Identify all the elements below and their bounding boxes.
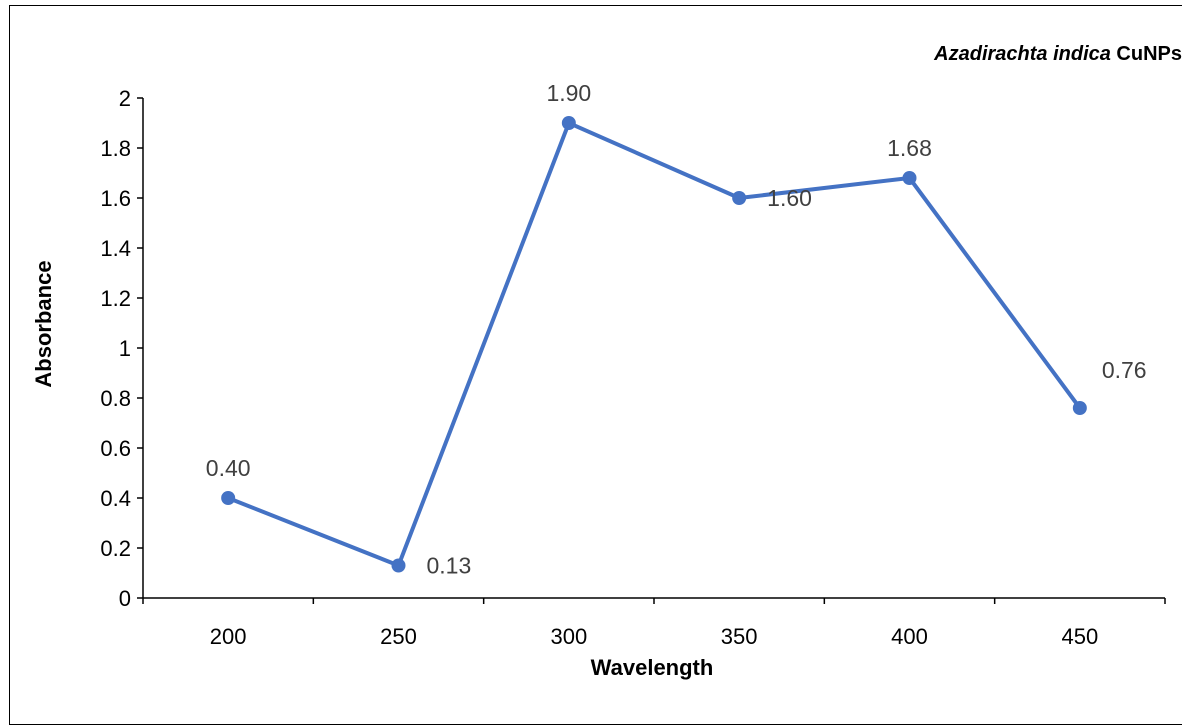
data-label: 1.68 <box>887 135 932 161</box>
y-tick-label: 0.6 <box>100 436 131 461</box>
chart-title: Azadirachta indica CuNPs <box>933 43 1182 65</box>
y-tick-label: 1 <box>119 336 131 361</box>
data-label: 1.90 <box>546 80 591 106</box>
y-tick-label: 0 <box>119 586 131 611</box>
data-point <box>561 116 576 130</box>
x-axis-title: Wavelength <box>591 655 714 680</box>
chart-title-plain: CuNPs <box>1111 43 1182 65</box>
x-tick-label: 350 <box>721 624 758 649</box>
y-tick-label: 1.8 <box>100 136 131 161</box>
series-line <box>227 121 1082 568</box>
data-label: 0.13 <box>427 553 472 579</box>
y-tick-label: 2 <box>119 86 131 111</box>
x-tick-label: 300 <box>550 624 587 649</box>
y-tick-label: 0.4 <box>100 486 131 511</box>
x-ticks: 200 250 300 350 400 450 <box>142 598 1166 649</box>
y-ticks: 0 0.2 0.4 0.6 0.8 1 1.2 1.4 1.6 1.8 2 <box>100 86 143 611</box>
data-point <box>1072 401 1087 415</box>
data-label: 1.60 <box>767 185 812 211</box>
data-point <box>221 491 236 505</box>
data-label: 0.40 <box>206 455 251 481</box>
y-tick-label: 1.4 <box>100 236 131 261</box>
chart-title-italic: Azadirachta indica <box>933 43 1111 65</box>
data-point <box>732 191 747 205</box>
data-point <box>391 558 406 573</box>
y-tick-label: 0.2 <box>100 536 131 561</box>
x-tick-label: 200 <box>210 624 247 649</box>
y-axis-title: Absorbance <box>31 260 56 387</box>
y-tick-label: 0.8 <box>100 386 131 411</box>
x-tick-label: 250 <box>380 624 417 649</box>
data-label: 0.76 <box>1102 357 1147 383</box>
y-tick-label: 1.6 <box>100 186 131 211</box>
y-tick-label: 1.2 <box>100 286 131 311</box>
data-point <box>902 171 917 185</box>
x-tick-label: 450 <box>1061 624 1098 649</box>
x-tick-label: 400 <box>891 624 928 649</box>
data-labels: 0.40 0.13 1.90 1.60 1.68 0.76 <box>206 80 1147 579</box>
series <box>221 116 1087 573</box>
